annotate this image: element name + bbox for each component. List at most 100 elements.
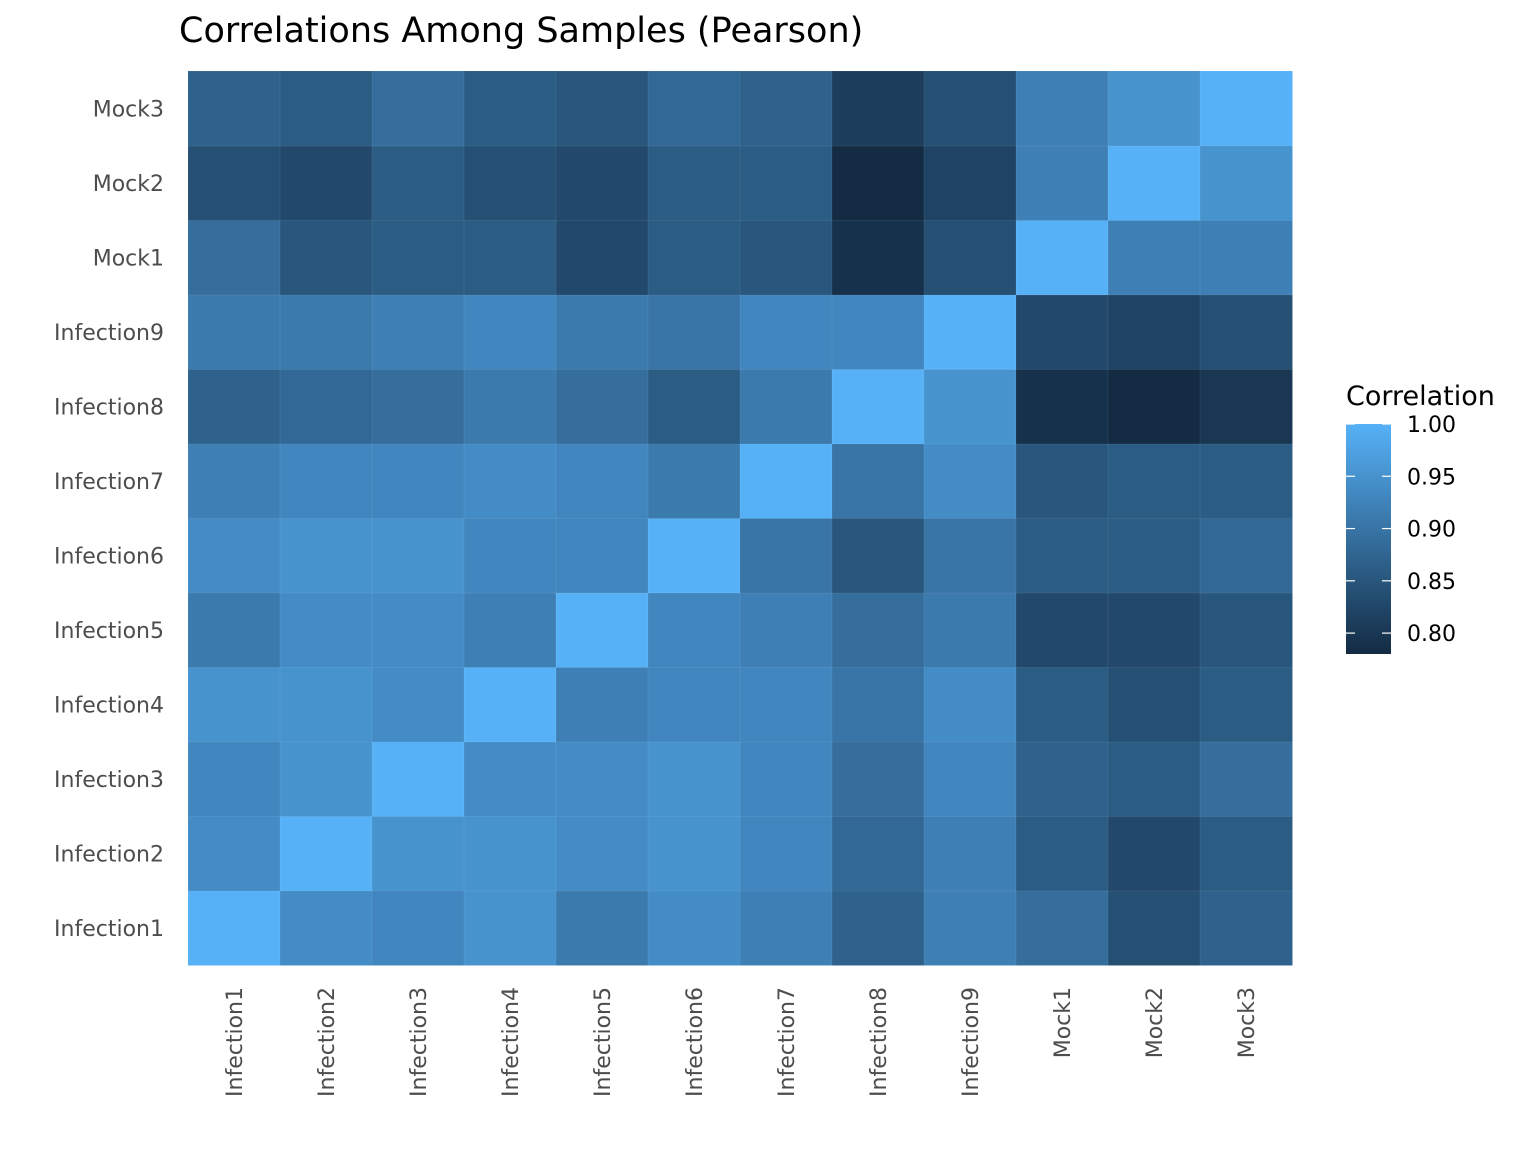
- heatmap-cell-Infection8-Infection6: [647, 368, 741, 445]
- heatmap-cell-Mock1-Infection5: [555, 219, 649, 296]
- heatmap-cell-Mock1-Infection1: [187, 219, 281, 296]
- heatmap-cell-Infection2-Infection7: [739, 815, 833, 892]
- legend-tick-label: 0.85: [1407, 570, 1456, 595]
- heatmap-cell-Infection2-Infection5: [555, 815, 649, 892]
- heatmap-cell-Infection1-Infection9: [923, 890, 1017, 966]
- x-tick-label: Mock1: [1051, 987, 1076, 1058]
- heatmap-cell-Infection1-Infection4: [463, 890, 557, 966]
- heatmap-cell-Mock1-Infection8: [831, 219, 925, 296]
- x-tick-label: Infection5: [591, 987, 616, 1097]
- heatmap-cell-Infection2-Infection8: [831, 815, 925, 892]
- heatmap-cell-Infection8-Infection3: [371, 368, 465, 445]
- heatmap-cell-Infection1-Infection3: [371, 890, 465, 966]
- heatmap-cell-Infection3-Infection4: [463, 741, 557, 817]
- heatmap-cell-Infection4-Infection3: [371, 666, 465, 743]
- heatmap-cell-Infection1-Mock2: [1107, 890, 1201, 966]
- heatmap-cell-Infection1-Infection6: [647, 890, 741, 966]
- heatmap-cell-Mock3-Infection8: [831, 70, 925, 147]
- heatmap-cell-Infection8-Infection5: [555, 368, 649, 445]
- heatmap-cell-Infection9-Mock3: [1199, 294, 1293, 370]
- heatmap-cell-Infection3-Infection3: [371, 741, 465, 817]
- heatmap-cells: [187, 70, 1293, 966]
- heatmap-cell-Infection6-Infection6: [647, 517, 741, 594]
- heatmap-cell-Infection7-Infection2: [279, 443, 373, 519]
- heatmap-cell-Infection2-Infection6: [647, 815, 741, 892]
- heatmap-cell-Infection3-Infection1: [187, 741, 281, 817]
- heatmap-cell-Mock3-Mock2: [1107, 70, 1201, 147]
- x-tick-label: Infection7: [775, 987, 800, 1097]
- heatmap-cell-Infection4-Mock1: [1015, 666, 1109, 743]
- heatmap-cell-Infection5-Infection1: [187, 592, 281, 668]
- heatmap-cell-Infection3-Infection8: [831, 741, 925, 817]
- heatmap-cell-Infection4-Infection2: [279, 666, 373, 743]
- heatmap-cell-Infection5-Infection5: [555, 592, 649, 668]
- heatmap-cell-Infection8-Infection7: [739, 368, 833, 445]
- heatmap-cell-Mock3-Infection9: [923, 70, 1017, 147]
- x-tick-label: Mock2: [1143, 987, 1168, 1058]
- legend-title: Correlation: [1346, 381, 1495, 412]
- heatmap-cell-Infection9-Infection8: [831, 294, 925, 370]
- heatmap-cell-Mock2-Infection4: [463, 145, 557, 221]
- heatmap-cell-Infection1-Infection5: [555, 890, 649, 966]
- heatmap-cell-Mock3-Mock1: [1015, 70, 1109, 147]
- heatmap-cell-Infection7-Infection6: [647, 443, 741, 519]
- heatmap-cell-Mock3-Infection4: [463, 70, 557, 147]
- heatmap-cell-Infection8-Mock3: [1199, 368, 1293, 445]
- heatmap-cell-Infection6-Mock2: [1107, 517, 1201, 594]
- heatmap-cell-Mock2-Infection8: [831, 145, 925, 221]
- y-tick-label: Infection9: [54, 321, 164, 346]
- legend-ticks: 1.00 0.95 0.90 0.85 0.80: [1346, 413, 1456, 647]
- x-tick-label: Infection1: [223, 987, 248, 1097]
- legend-colorbar: [1346, 424, 1391, 654]
- y-tick-label: Infection1: [54, 917, 164, 942]
- heatmap-cell-Infection4-Infection8: [831, 666, 925, 743]
- heatmap-cell-Infection5-Infection3: [371, 592, 465, 668]
- heatmap-cell-Mock1-Mock2: [1107, 219, 1201, 296]
- heatmap-cell-Mock2-Mock1: [1015, 145, 1109, 221]
- heatmap-cell-Infection5-Infection8: [831, 592, 925, 668]
- y-tick-label: Infection4: [54, 693, 164, 718]
- heatmap-cell-Infection8-Infection2: [279, 368, 373, 445]
- heatmap-cell-Mock2-Infection6: [647, 145, 741, 221]
- heatmap-cell-Mock3-Infection5: [555, 70, 649, 147]
- x-tick-label: Infection3: [407, 987, 432, 1097]
- heatmap-cell-Infection6-Infection2: [279, 517, 373, 594]
- heatmap-cell-Infection5-Infection9: [923, 592, 1017, 668]
- heatmap-cell-Infection7-Mock3: [1199, 443, 1293, 519]
- heatmap-cell-Infection4-Infection6: [647, 666, 741, 743]
- x-tick-label: Infection8: [867, 987, 892, 1097]
- heatmap-cell-Infection5-Mock2: [1107, 592, 1201, 668]
- heatmap-cell-Mock3-Infection3: [371, 70, 465, 147]
- heatmap-cell-Infection6-Infection5: [555, 517, 649, 594]
- heatmap-cell-Infection6-Infection9: [923, 517, 1017, 594]
- heatmap-cell-Mock2-Infection3: [371, 145, 465, 221]
- heatmap-cell-Mock3-Mock3: [1199, 70, 1293, 147]
- y-axis-tick-labels: Infection1 Infection2 Infection3 Infection4…: [54, 97, 164, 942]
- y-tick-label: Infection3: [54, 768, 164, 793]
- heatmap-cell-Infection9-Infection9: [923, 294, 1017, 370]
- heatmap-cell-Infection2-Infection9: [923, 815, 1017, 892]
- heatmap-cell-Infection6-Infection8: [831, 517, 925, 594]
- heatmap-cell-Infection3-Infection9: [923, 741, 1017, 817]
- heatmap-cell-Infection6-Infection7: [739, 517, 833, 594]
- heatmap-cell-Infection1-Mock3: [1199, 890, 1293, 966]
- heatmap-cell-Infection4-Infection7: [739, 666, 833, 743]
- heatmap-cell-Infection6-Mock3: [1199, 517, 1293, 594]
- y-tick-label: Mock2: [93, 172, 164, 197]
- heatmap-cell-Infection4-Infection5: [555, 666, 649, 743]
- heatmap-cell-Infection8-Mock1: [1015, 368, 1109, 445]
- heatmap-cell-Infection3-Mock1: [1015, 741, 1109, 817]
- heatmap-cell-Infection4-Infection4: [463, 666, 557, 743]
- heatmap-cell-Infection1-Mock1: [1015, 890, 1109, 966]
- heatmap-cell-Infection4-Infection1: [187, 666, 281, 743]
- heatmap-cell-Infection2-Infection2: [279, 815, 373, 892]
- x-tick-label: Infection4: [499, 987, 524, 1097]
- heatmap-cell-Infection8-Infection4: [463, 368, 557, 445]
- heatmap-cell-Infection5-Mock1: [1015, 592, 1109, 668]
- heatmap-cell-Mock1-Infection2: [279, 219, 373, 296]
- legend-tick-label: 1.00: [1407, 413, 1456, 438]
- heatmap-cell-Mock2-Mock3: [1199, 145, 1293, 221]
- heatmap-cell-Mock2-Infection9: [923, 145, 1017, 221]
- heatmap-cell-Mock3-Infection6: [647, 70, 741, 147]
